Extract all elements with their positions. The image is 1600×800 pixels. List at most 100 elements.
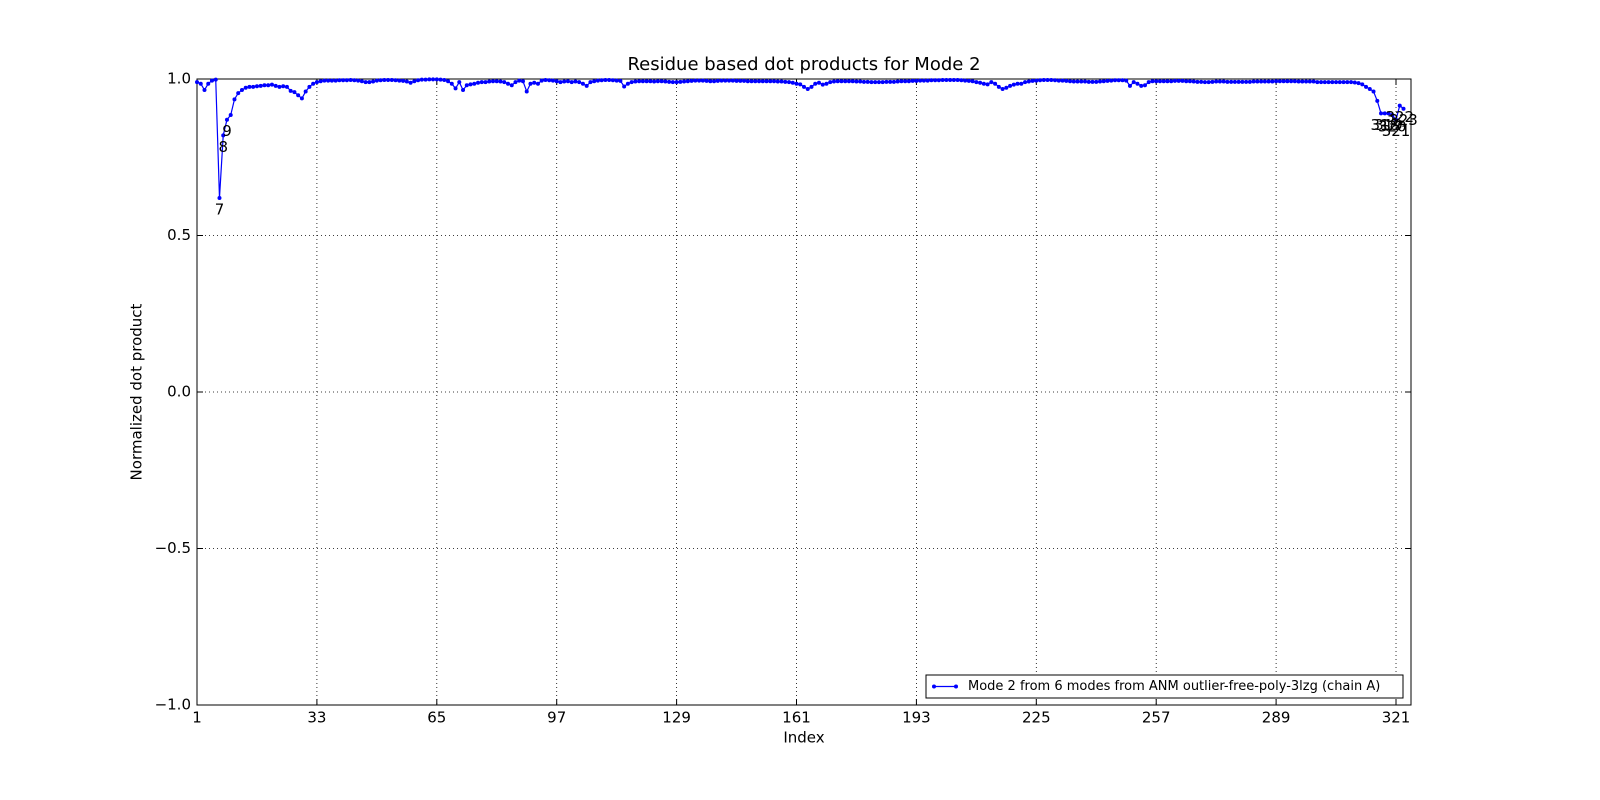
data-point	[1075, 79, 1080, 84]
data-point	[1277, 79, 1282, 84]
data-point	[307, 84, 312, 89]
data-point	[689, 78, 694, 83]
data-point	[1079, 79, 1084, 84]
data-point	[329, 78, 334, 83]
data-point	[1401, 106, 1406, 111]
data-point	[389, 77, 394, 82]
data-point	[206, 81, 211, 86]
data-point	[509, 83, 514, 88]
data-point	[659, 79, 664, 84]
data-point	[371, 79, 376, 84]
chart-title: Residue based dot products for Mode 2	[627, 54, 980, 75]
data-point	[337, 78, 342, 83]
data-point	[903, 79, 908, 84]
data-point	[966, 78, 971, 83]
data-point	[1180, 78, 1185, 83]
data-point	[1004, 85, 1009, 90]
data-point	[491, 79, 496, 84]
data-point	[524, 89, 529, 94]
data-point	[970, 79, 975, 84]
data-point	[547, 78, 552, 83]
data-point	[1214, 79, 1219, 84]
data-point	[288, 88, 293, 93]
data-point	[367, 80, 372, 85]
data-point	[787, 80, 792, 85]
data-point	[1244, 79, 1249, 84]
annotation: 322	[1385, 108, 1414, 126]
data-point	[322, 78, 327, 83]
data-point	[936, 78, 941, 83]
y-tick-label: −0.5	[155, 539, 191, 557]
data-point	[382, 77, 387, 82]
data-point	[352, 78, 357, 83]
data-point	[1008, 83, 1013, 88]
data-point	[239, 87, 244, 92]
data-point	[850, 79, 855, 84]
data-point	[468, 82, 473, 87]
data-point	[1120, 78, 1125, 83]
data-point	[963, 78, 968, 83]
data-point	[1326, 80, 1331, 85]
data-point	[723, 78, 728, 83]
data-point	[344, 78, 349, 83]
data-point	[577, 80, 582, 85]
data-point	[558, 80, 563, 85]
data-point	[648, 79, 653, 84]
data-point	[772, 79, 777, 84]
data-point	[831, 79, 836, 84]
data-point	[1229, 79, 1234, 84]
data-point	[532, 80, 537, 85]
data-point	[1150, 79, 1155, 84]
data-point	[884, 79, 889, 84]
data-point	[891, 79, 896, 84]
data-point	[1015, 81, 1020, 86]
data-point	[802, 84, 806, 89]
data-point	[899, 79, 904, 84]
legend-marker	[932, 684, 936, 689]
x-tick-label: 33	[307, 709, 326, 727]
data-point	[697, 78, 702, 83]
data-point	[1356, 81, 1361, 86]
data-point	[412, 79, 417, 84]
x-tick-label: 193	[902, 709, 931, 727]
data-point	[603, 77, 608, 82]
data-point	[266, 83, 271, 88]
data-point	[1146, 80, 1151, 85]
data-point	[535, 81, 540, 86]
data-point	[1109, 78, 1114, 83]
data-point	[1068, 79, 1073, 84]
data-point	[745, 79, 750, 84]
data-point	[1094, 79, 1099, 84]
y-tick-label: 1.0	[167, 70, 191, 88]
data-point	[753, 79, 758, 84]
data-point	[1322, 80, 1327, 85]
data-point	[284, 84, 289, 89]
data-point	[359, 79, 364, 84]
data-point	[1083, 79, 1088, 84]
data-point	[622, 84, 627, 89]
data-point	[299, 96, 304, 101]
data-point	[1053, 78, 1058, 83]
data-point	[202, 87, 207, 92]
data-point	[1304, 79, 1309, 84]
data-point	[835, 79, 840, 84]
data-point	[1071, 79, 1076, 84]
data-point	[1292, 79, 1297, 84]
data-point	[929, 78, 934, 83]
data-point	[1262, 79, 1267, 84]
data-point	[550, 78, 555, 83]
data-point	[217, 195, 222, 200]
x-axis-label: Index	[783, 729, 824, 747]
data-point	[1330, 80, 1335, 85]
data-point	[1030, 78, 1035, 83]
annotation: 8	[218, 138, 228, 156]
data-point	[1064, 78, 1069, 83]
data-point	[386, 77, 391, 82]
data-point	[1011, 82, 1016, 87]
data-point	[1341, 80, 1346, 85]
data-point	[374, 78, 379, 83]
data-point	[674, 80, 679, 85]
data-point	[880, 80, 885, 85]
data-point	[472, 81, 477, 86]
data-point	[704, 78, 709, 83]
